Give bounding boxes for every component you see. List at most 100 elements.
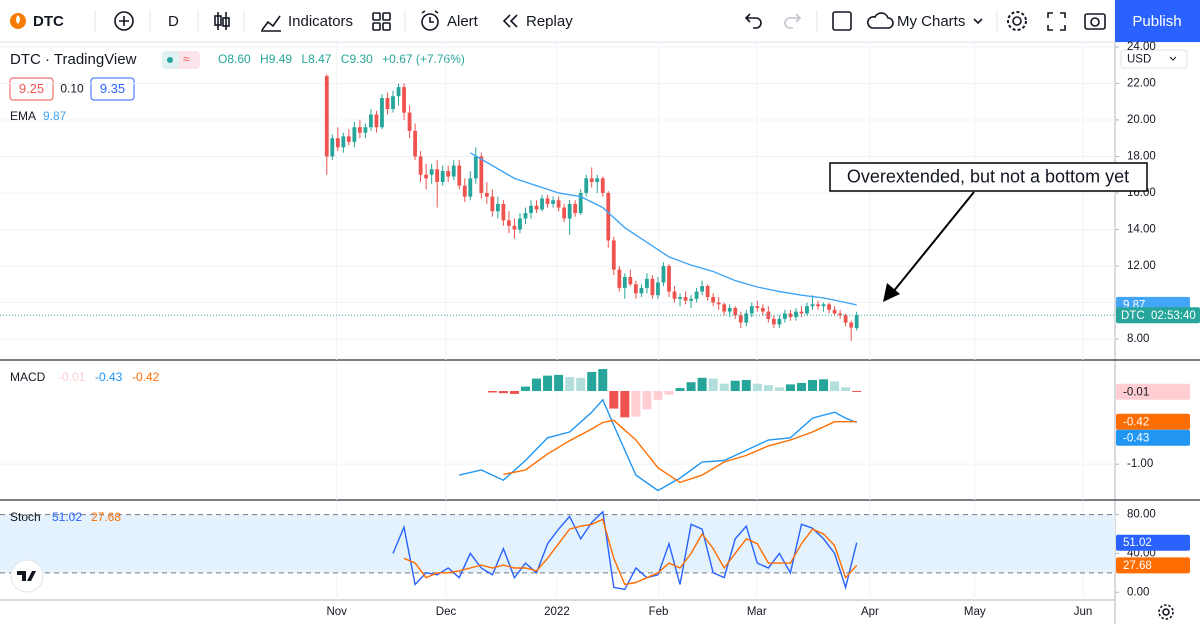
candle-body xyxy=(396,87,401,97)
logo-badge xyxy=(10,559,44,593)
snapshot-button[interactable] xyxy=(1084,13,1106,30)
grid-icon xyxy=(382,22,391,31)
histogram-bar xyxy=(520,386,530,391)
layouts-button[interactable]: My Charts xyxy=(867,12,983,30)
histogram-bar xyxy=(741,380,751,391)
fullscreen-button[interactable] xyxy=(1047,12,1066,31)
price-tag xyxy=(1116,307,1200,324)
histogram-bar xyxy=(543,375,553,391)
indicators-icon xyxy=(261,15,281,31)
candle-body xyxy=(854,315,859,329)
price-tag-countdown: 02:53:40 xyxy=(1151,310,1196,322)
histogram-bar xyxy=(752,383,762,391)
histogram-bar xyxy=(653,390,663,400)
y-tick-label: -1.00 xyxy=(1127,458,1153,470)
chart-type-button[interactable] xyxy=(214,12,230,30)
candle-body xyxy=(413,130,417,157)
histogram-bar xyxy=(697,377,707,391)
candle-body xyxy=(595,178,600,183)
legend-name: EMA xyxy=(10,109,36,123)
grid-icon xyxy=(372,12,381,21)
x-tick-label: Nov xyxy=(326,606,347,618)
callout-arrow xyxy=(892,191,975,293)
legend-value: 51.02 xyxy=(52,510,82,524)
candle-body xyxy=(507,220,511,226)
candle-icon xyxy=(217,12,227,30)
flame-icon xyxy=(16,15,20,24)
histogram-bar xyxy=(631,390,641,417)
candle-body xyxy=(518,218,522,230)
histogram-bar xyxy=(587,371,597,391)
candle-body xyxy=(600,178,605,193)
candle-body xyxy=(407,112,412,131)
candle-body xyxy=(722,304,727,312)
legend-value: 27.68 xyxy=(91,510,121,524)
candle-body xyxy=(473,156,478,179)
symbol-button[interactable]: DTC xyxy=(10,13,64,30)
candle-body xyxy=(551,200,555,204)
publish-button[interactable] xyxy=(1115,0,1200,42)
y-tick-label: 24.00 xyxy=(1127,41,1156,53)
candle-body xyxy=(700,286,705,292)
indicator-line xyxy=(503,419,857,484)
currency-button[interactable] xyxy=(1120,49,1188,69)
compare-button[interactable] xyxy=(114,11,134,31)
stoch-tag-label: 27.68 xyxy=(1123,560,1152,572)
candle-body xyxy=(446,171,451,177)
candle-body xyxy=(468,178,473,197)
interval-button[interactable]: D xyxy=(168,13,179,30)
x-tick-label: 2022 xyxy=(544,606,570,618)
undo-button[interactable] xyxy=(744,13,762,29)
indicator-line xyxy=(392,510,858,591)
histogram-bar xyxy=(642,390,652,410)
gear-icon xyxy=(1007,11,1027,31)
alarm-icon xyxy=(421,13,439,31)
candle-body xyxy=(705,286,710,298)
ohlc-close: C9.30 xyxy=(341,52,373,66)
histogram-bar xyxy=(532,378,542,391)
candle-body xyxy=(529,205,533,214)
candle-body xyxy=(495,203,500,212)
candle-body xyxy=(727,307,732,312)
x-tick-label: Mar xyxy=(747,606,767,618)
candle-body xyxy=(678,297,682,299)
candle-body xyxy=(418,156,423,175)
ohlc-open: O8.60 xyxy=(218,52,251,66)
indicators-button[interactable]: Indicators xyxy=(261,13,353,32)
spread: 0.10 xyxy=(60,82,84,96)
ask-price: 9.35 xyxy=(100,81,125,96)
x-tick-label: Jun xyxy=(1074,606,1093,618)
candle-icon xyxy=(214,15,222,26)
candle-body xyxy=(805,306,809,314)
candle-body xyxy=(645,278,649,288)
macd-tag-label: -0.42 xyxy=(1123,416,1149,428)
cloud-icon xyxy=(867,12,894,29)
select-button[interactable] xyxy=(832,11,852,31)
replay-label: Replay xyxy=(526,13,573,30)
candle-body xyxy=(738,315,743,323)
tv-logo[interactable] xyxy=(10,559,44,593)
gear-icon xyxy=(1012,16,1022,26)
symbol-name: DTC xyxy=(33,13,64,30)
candle-body xyxy=(429,169,434,175)
candle-body xyxy=(794,311,798,318)
camera-icon xyxy=(1090,17,1100,27)
candle-body xyxy=(783,313,787,319)
indicator-line xyxy=(469,152,857,306)
candle-body xyxy=(744,313,749,323)
ohlc-low: L8.47 xyxy=(301,52,331,66)
replay-button[interactable]: Replay xyxy=(502,13,573,30)
callout-box xyxy=(829,162,1148,192)
axis-settings[interactable] xyxy=(1158,604,1174,620)
histogram-bar xyxy=(808,380,818,391)
plus-icon xyxy=(114,11,134,31)
candle-body xyxy=(363,127,368,133)
settings-button[interactable] xyxy=(1007,11,1027,31)
x-tick-label: Dec xyxy=(436,606,457,618)
histogram-bar xyxy=(852,390,862,392)
candle-body xyxy=(821,304,826,307)
templates-button[interactable] xyxy=(372,12,391,31)
alert-button[interactable]: Alert xyxy=(421,10,479,31)
y-tick-label: 8.00 xyxy=(1127,333,1149,345)
stoch-tag xyxy=(1116,534,1190,551)
